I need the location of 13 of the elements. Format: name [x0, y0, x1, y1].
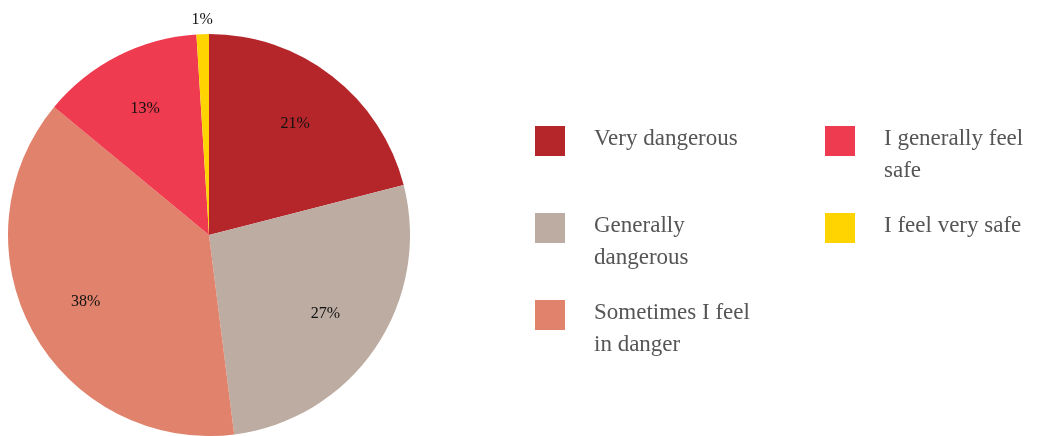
data-label: 38%	[71, 292, 101, 310]
legend-label: I generally feel safe	[884, 125, 1024, 182]
data-label: 13%	[130, 99, 160, 117]
legend-label: I feel very safe	[884, 212, 1022, 237]
legend-label: Very dangerous	[594, 125, 738, 150]
pie-slice	[209, 34, 404, 235]
pie-slice	[54, 34, 209, 235]
pie-slice	[209, 185, 410, 435]
data-label: 1%	[191, 9, 213, 27]
data-label: 27%	[310, 303, 341, 321]
legend-label: Generally dangerous	[594, 212, 689, 269]
legend-label: Sometimes I feel in danger	[594, 299, 750, 356]
data-label: 21%	[280, 113, 310, 131]
